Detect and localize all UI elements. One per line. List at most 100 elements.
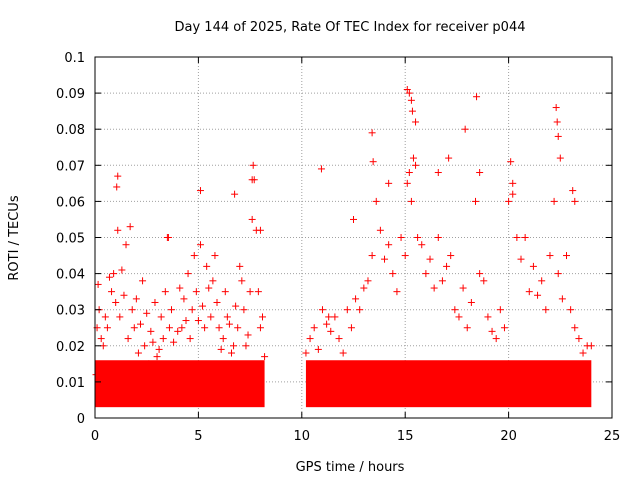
data-point bbox=[261, 353, 269, 361]
data-point bbox=[563, 252, 571, 260]
data-point bbox=[438, 277, 446, 285]
data-point bbox=[97, 335, 105, 343]
data-point bbox=[364, 277, 372, 285]
dense-point-band bbox=[95, 360, 592, 408]
dense-band-segment bbox=[95, 360, 265, 408]
data-point bbox=[244, 331, 252, 339]
data-point bbox=[132, 295, 140, 303]
data-point bbox=[509, 179, 517, 187]
data-point bbox=[231, 190, 239, 198]
data-point bbox=[534, 291, 542, 299]
data-point bbox=[335, 335, 343, 343]
data-point bbox=[529, 262, 537, 270]
data-point bbox=[403, 85, 411, 93]
data-point bbox=[579, 349, 587, 357]
data-point bbox=[480, 277, 488, 285]
data-point bbox=[488, 327, 496, 335]
data-point bbox=[412, 161, 420, 169]
data-point bbox=[190, 252, 198, 260]
data-point bbox=[217, 345, 225, 353]
data-point bbox=[412, 118, 420, 126]
data-point bbox=[209, 277, 217, 285]
data-point bbox=[352, 295, 360, 303]
data-point bbox=[447, 252, 455, 260]
data-point bbox=[505, 197, 513, 205]
data-point bbox=[567, 306, 575, 314]
data-point bbox=[178, 324, 186, 332]
data-point bbox=[207, 313, 215, 321]
y-tick-label: 0.04 bbox=[56, 268, 85, 283]
x-tick-label: 0 bbox=[91, 429, 99, 444]
data-point bbox=[248, 215, 256, 223]
data-point bbox=[211, 252, 219, 260]
data-point bbox=[350, 215, 357, 223]
data-point bbox=[205, 284, 213, 292]
data-point bbox=[196, 187, 204, 195]
x-axis-ticks: 0 5 10 15 20 25 bbox=[91, 57, 620, 444]
data-point bbox=[376, 226, 384, 234]
data-point bbox=[325, 313, 333, 321]
data-point bbox=[122, 241, 130, 249]
dense-band-segment bbox=[305, 360, 592, 408]
data-point bbox=[339, 349, 347, 357]
data-point bbox=[248, 176, 256, 184]
y-tick-label: 0.07 bbox=[56, 159, 85, 174]
data-point bbox=[168, 306, 176, 314]
y-tick-label: 0.1 bbox=[64, 51, 85, 66]
data-point bbox=[118, 266, 126, 274]
data-point bbox=[571, 324, 579, 332]
data-point bbox=[484, 313, 492, 321]
data-point bbox=[472, 197, 480, 205]
y-tick-label: 0.05 bbox=[56, 232, 85, 247]
data-point bbox=[443, 262, 451, 270]
data-point bbox=[136, 320, 144, 328]
data-point bbox=[112, 298, 120, 306]
data-point bbox=[558, 295, 566, 303]
data-point bbox=[553, 118, 561, 126]
data-point bbox=[473, 93, 481, 101]
data-point bbox=[176, 284, 184, 292]
data-point bbox=[172, 363, 180, 371]
data-point bbox=[254, 288, 262, 296]
data-point bbox=[242, 342, 250, 350]
data-point bbox=[141, 342, 149, 350]
data-point bbox=[422, 270, 430, 278]
data-point bbox=[203, 262, 211, 270]
y-tick-label: 0.06 bbox=[56, 195, 85, 210]
data-point bbox=[114, 226, 122, 234]
data-point bbox=[238, 277, 246, 285]
data-point bbox=[347, 324, 355, 332]
data-point bbox=[184, 270, 192, 278]
y-tick-label: 0.01 bbox=[56, 376, 85, 391]
data-point bbox=[414, 234, 422, 241]
data-point bbox=[385, 241, 393, 249]
data-point bbox=[569, 187, 577, 195]
data-point bbox=[124, 335, 132, 343]
data-point bbox=[223, 313, 231, 321]
data-point bbox=[227, 349, 235, 357]
data-point bbox=[221, 288, 229, 296]
data-point bbox=[225, 320, 233, 328]
data-point bbox=[188, 306, 196, 314]
data-point bbox=[538, 277, 546, 285]
data-point bbox=[317, 165, 325, 173]
y-tick-label: 0 bbox=[77, 412, 85, 427]
data-points bbox=[92, 85, 595, 379]
chart-title: Day 144 of 2025, Rate Of TEC Index for r… bbox=[175, 20, 526, 35]
data-point bbox=[556, 154, 564, 162]
x-tick-label: 10 bbox=[294, 429, 311, 444]
data-point bbox=[151, 298, 159, 306]
data-point bbox=[500, 324, 508, 332]
data-point bbox=[426, 255, 434, 263]
data-point bbox=[230, 342, 238, 350]
data-point bbox=[409, 154, 417, 162]
data-point bbox=[323, 320, 331, 328]
data-point bbox=[401, 252, 409, 260]
data-point bbox=[116, 313, 124, 321]
data-point bbox=[492, 335, 500, 343]
data-point bbox=[507, 158, 515, 166]
x-tick-label: 25 bbox=[604, 429, 621, 444]
data-point bbox=[459, 284, 467, 292]
data-point bbox=[314, 345, 322, 353]
